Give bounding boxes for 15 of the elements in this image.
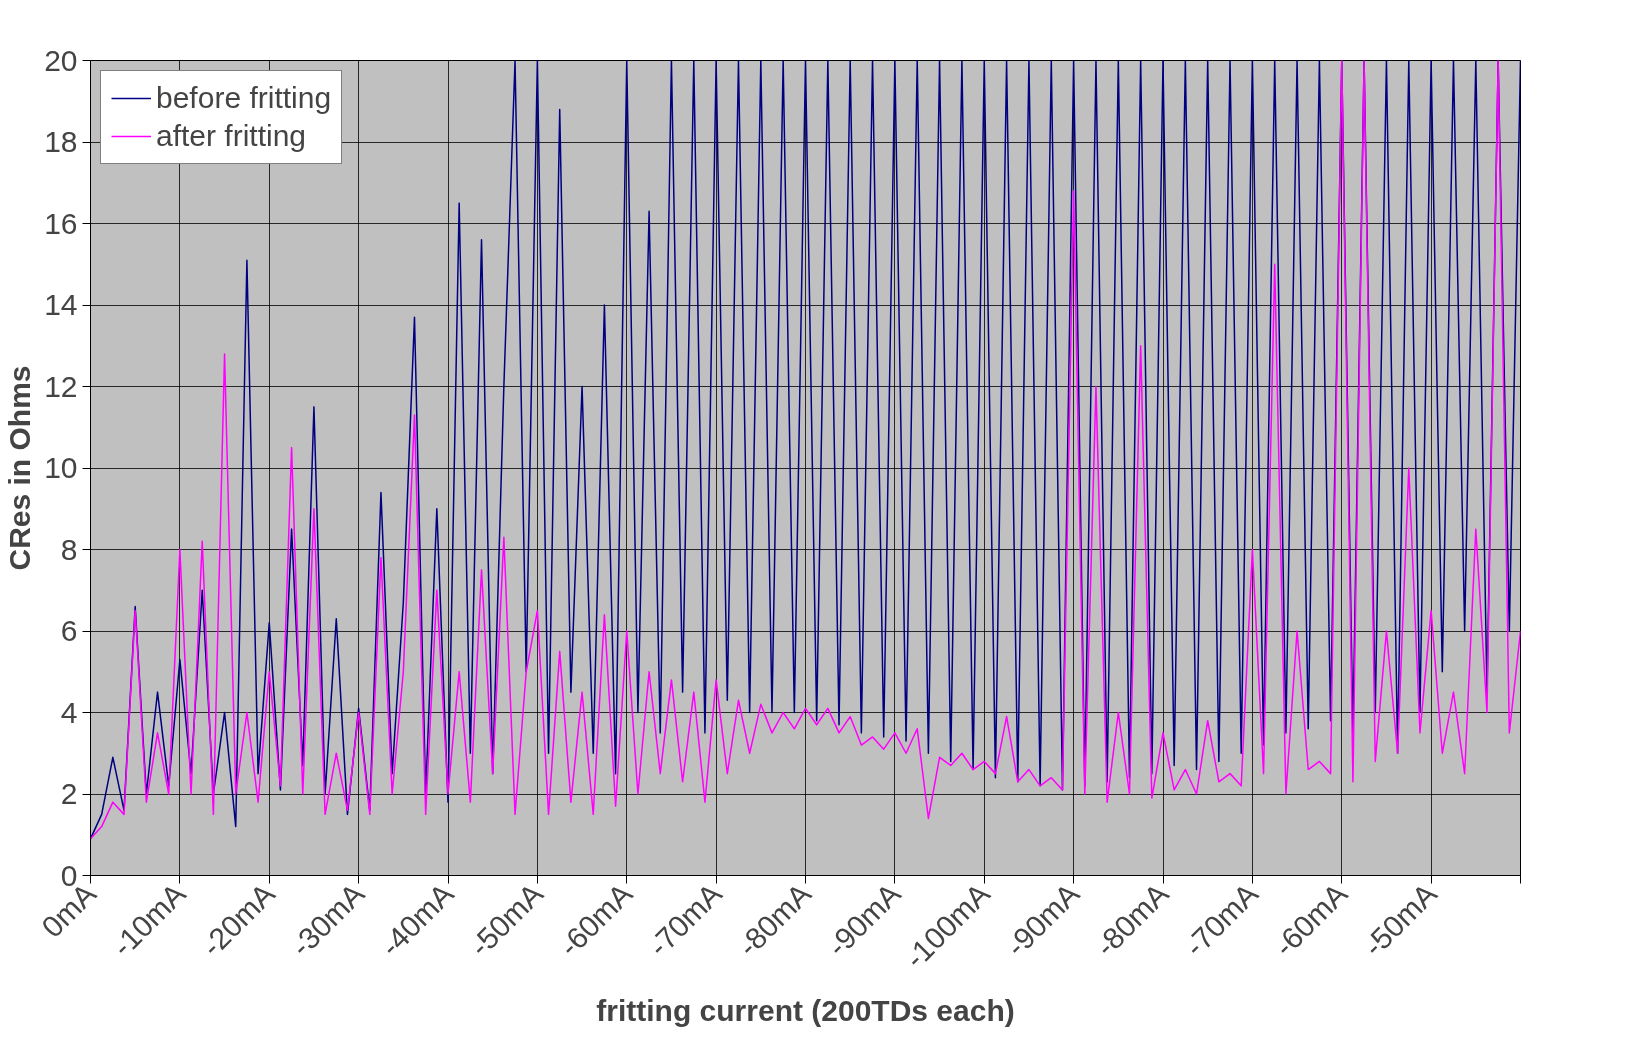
x-axis-title: fritting current (200TDs each) bbox=[596, 994, 1015, 1028]
y-tick-label: 20 bbox=[44, 43, 78, 77]
y-tick-label: 12 bbox=[44, 369, 78, 403]
y-tick-label: 16 bbox=[44, 206, 78, 240]
y-tick-label: 8 bbox=[60, 532, 78, 566]
y-tick-label: 18 bbox=[44, 125, 78, 158]
y-tick-label: 10 bbox=[44, 451, 78, 484]
y-tick-label: 2 bbox=[60, 777, 78, 810]
legend-label: after fritting bbox=[156, 119, 307, 153]
y-axis-title: CRes in Ohms bbox=[3, 365, 37, 571]
y-tick-label: 4 bbox=[60, 695, 78, 729]
y-tick-label: 6 bbox=[60, 614, 78, 647]
y-tick-label: 14 bbox=[44, 288, 78, 321]
legend-label: before fritting bbox=[156, 81, 332, 115]
line-series bbox=[90, 60, 1521, 840]
